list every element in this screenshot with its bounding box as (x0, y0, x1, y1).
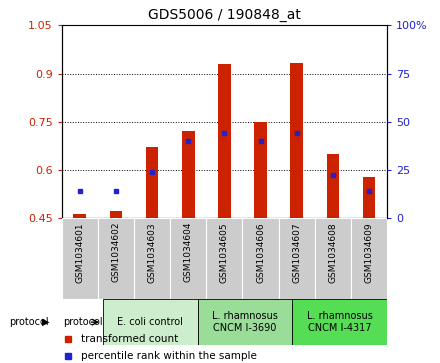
Bar (62, 218, 98, 299)
Text: GSM1034607: GSM1034607 (292, 222, 301, 282)
Text: percentile rank within the sample: percentile rank within the sample (81, 351, 257, 361)
Bar (134, 218, 170, 299)
Text: GSM1034608: GSM1034608 (328, 222, 337, 282)
Text: GSM1034606: GSM1034606 (256, 222, 265, 282)
Title: GDS5006 / 190848_at: GDS5006 / 190848_at (148, 8, 301, 22)
Bar (110, 211, 122, 218)
Bar (351, 218, 387, 299)
Bar (292, 299, 387, 345)
Bar (254, 122, 267, 218)
Bar (315, 218, 351, 299)
Bar (279, 218, 315, 299)
Bar (363, 177, 375, 218)
Bar (103, 299, 198, 345)
Bar (146, 147, 158, 218)
Text: L. rhamnosus
CNCM I-3690: L. rhamnosus CNCM I-3690 (212, 311, 278, 333)
Text: protocol: protocol (9, 317, 48, 327)
Text: ▶: ▶ (42, 317, 49, 327)
Bar (198, 299, 292, 345)
Text: GSM1034605: GSM1034605 (220, 222, 229, 282)
Text: L. rhamnosus
CNCM I-4317: L. rhamnosus CNCM I-4317 (307, 311, 373, 333)
Text: transformed count: transformed count (81, 334, 178, 344)
Bar (242, 218, 279, 299)
Text: GSM1034603: GSM1034603 (147, 222, 157, 282)
Bar (218, 64, 231, 218)
Text: E. coli control: E. coli control (117, 317, 183, 327)
Bar (206, 218, 242, 299)
Text: protocol: protocol (63, 317, 103, 327)
Text: GSM1034601: GSM1034601 (75, 222, 84, 282)
Bar (326, 154, 339, 218)
Text: GSM1034602: GSM1034602 (111, 222, 121, 282)
Bar (182, 131, 194, 218)
Text: GSM1034604: GSM1034604 (184, 222, 193, 282)
Bar (98, 218, 134, 299)
Bar (170, 218, 206, 299)
Bar (73, 214, 86, 218)
Text: GSM1034609: GSM1034609 (365, 222, 374, 282)
Bar (290, 63, 303, 218)
